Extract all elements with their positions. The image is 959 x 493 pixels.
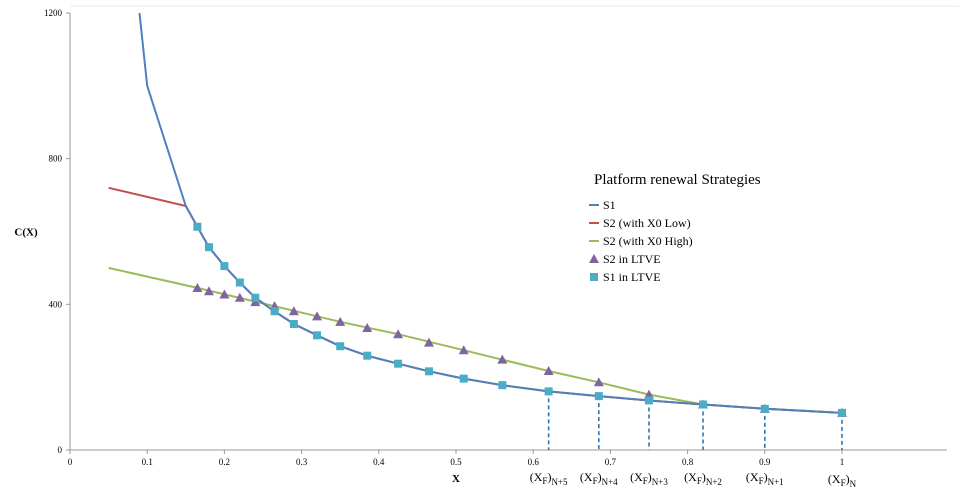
- square-marker: [645, 396, 653, 405]
- triangle-marker: [203, 286, 214, 296]
- xf-label-part: (X: [746, 470, 759, 484]
- x-tick-label: 0.3: [296, 457, 308, 467]
- y-axis-title: C(X): [14, 227, 38, 239]
- xf-label-part: F: [593, 476, 598, 486]
- triangle-marker: [593, 377, 604, 387]
- square-marker: [394, 359, 403, 368]
- y-tick-label: 400: [49, 299, 63, 309]
- square-marker: [235, 278, 244, 287]
- xf-label-part: N+1: [768, 477, 784, 487]
- triangle-marker: [497, 354, 508, 364]
- axes: 0 0.1 0.2 0.3 0.4 0.5 0.6 0.7 0.8 0.9 1 0 400 800 1200: [44, 5, 959, 467]
- triangle-marker: [362, 323, 373, 333]
- xf-label-part: F: [841, 478, 846, 488]
- xf-label: (XF)N: [828, 472, 857, 488]
- x-tick-label: 0.6: [528, 457, 540, 467]
- square-marker: [220, 262, 229, 271]
- square-marker: [594, 392, 603, 401]
- triangle-marker: [458, 345, 469, 355]
- square-marker: [699, 400, 708, 409]
- xf-label: (XF)N+3: [630, 470, 668, 487]
- xf-label-part: N+5: [551, 477, 568, 487]
- x-tick-label: 0.2: [219, 457, 230, 467]
- x-tick-label: 0.9: [759, 457, 771, 467]
- square-marker: [270, 307, 279, 316]
- legend: Platform renewal Strategies S1 S2 (with X…: [589, 172, 761, 284]
- triangle-marker: [543, 365, 554, 375]
- xf-label-part: (X: [828, 472, 841, 486]
- square-marker: [424, 367, 433, 376]
- xf-label-part: ): [846, 472, 850, 486]
- square-marker: [251, 293, 260, 302]
- square-marker: [313, 331, 322, 340]
- legend-swatch: [589, 254, 599, 263]
- triangle-marker: [393, 329, 404, 339]
- xf-label-part: ): [547, 470, 551, 484]
- square-marker: [498, 381, 507, 390]
- xf-label-part: F: [697, 476, 702, 486]
- square-marker: [459, 374, 468, 383]
- legend-label: S2 (with X0 High): [603, 234, 693, 248]
- triangle-marker: [335, 316, 346, 326]
- legend-label: S1: [603, 198, 616, 212]
- xf-label-part: N+4: [602, 477, 619, 487]
- xf-label-part: F: [542, 476, 547, 486]
- square-marker: [760, 404, 769, 413]
- xf-annotations: (XF)N+5 (XF)N+4 (XF)N+3 (XF)N+2 (XF)N+1 (XF)N: [530, 470, 857, 489]
- xf-label: (XF)N+2: [684, 470, 722, 487]
- x-tick-label: 0: [68, 457, 73, 467]
- square-marker: [363, 351, 372, 360]
- xf-label-part: ): [702, 470, 706, 484]
- y-tick-label: 800: [49, 154, 63, 164]
- square-marker: [204, 243, 213, 252]
- triangle-marker: [312, 311, 323, 321]
- legend-label: S2 (with X0 Low): [603, 216, 691, 230]
- x-axis-title: X: [452, 473, 460, 485]
- legend-label: S2 in LTVE: [603, 252, 661, 266]
- x-tick-label: 0.1: [142, 457, 153, 467]
- xf-label-part: N+3: [652, 477, 669, 487]
- xf-label: (XF)N+1: [746, 470, 784, 487]
- legend-swatch: [590, 273, 598, 281]
- legend-title: Platform renewal Strategies: [594, 172, 761, 188]
- y-tick-label: 0: [58, 445, 63, 455]
- xf-label-part: F: [759, 476, 764, 486]
- xf-label-part: (X: [684, 470, 697, 484]
- triangle-marker: [192, 282, 203, 292]
- square-marker: [838, 408, 846, 417]
- triangle-marker: [288, 306, 299, 316]
- xf-label-part: (X: [580, 470, 593, 484]
- xf-label-part: ): [598, 470, 602, 484]
- x-tick-label: 0.4: [373, 457, 385, 467]
- triangle-marker: [219, 289, 230, 299]
- xf-label-part: ): [648, 470, 652, 484]
- square-marker: [289, 319, 298, 328]
- xf-label-part: (X: [530, 470, 543, 484]
- square-marker: [193, 222, 202, 231]
- y-tick-label: 1200: [44, 8, 63, 18]
- triangle-marker: [644, 389, 654, 399]
- xf-label-part: N: [850, 479, 857, 488]
- triangle-marker: [234, 292, 245, 302]
- x-tick-label: 1: [840, 457, 845, 467]
- xf-label-part: F: [643, 476, 648, 486]
- x-tick-label: 0.5: [450, 457, 462, 467]
- xf-label: (XF)N+5: [530, 470, 568, 487]
- square-marker: [336, 342, 345, 351]
- x-tick-label: 0.7: [605, 457, 617, 467]
- xf-label-part: ): [764, 470, 768, 484]
- xf-label-part: N+2: [706, 477, 722, 487]
- series-markers: [192, 222, 847, 417]
- legend-label: S1 in LTVE: [603, 270, 661, 284]
- xf-label: (XF)N+4: [580, 470, 618, 487]
- square-marker: [544, 387, 553, 396]
- triangle-marker: [423, 337, 434, 347]
- xf-label-part: (X: [630, 470, 643, 484]
- x-tick-label: 0.8: [682, 457, 694, 467]
- xf-dashed-lines: [547, 391, 843, 450]
